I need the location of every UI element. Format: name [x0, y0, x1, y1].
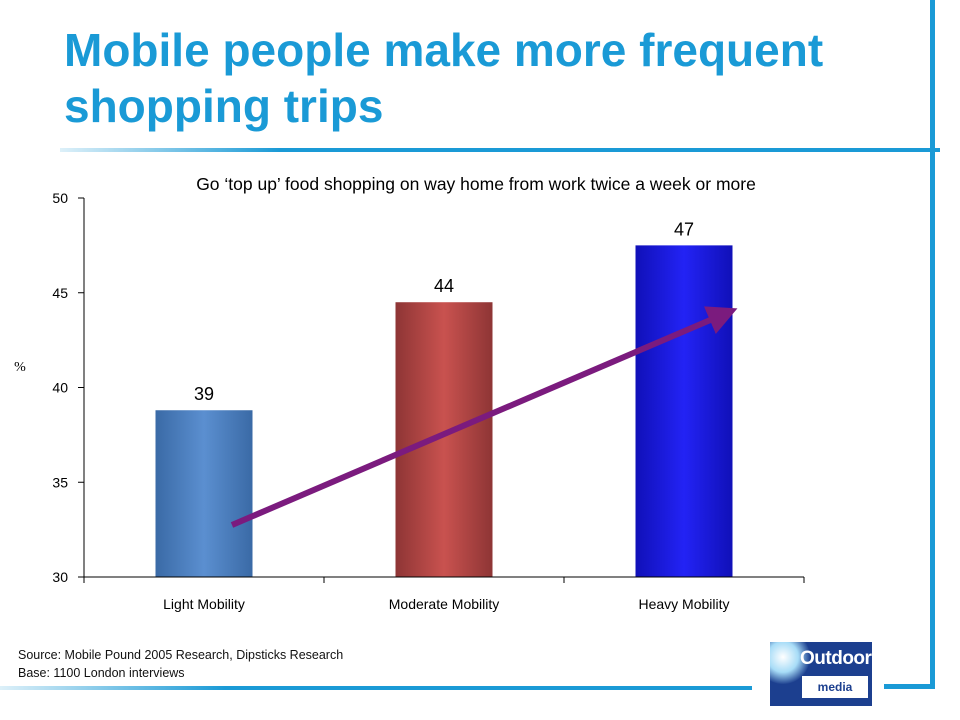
bar-heavy-mobility	[635, 245, 733, 577]
y-axis-label: %	[14, 360, 26, 375]
bottom-border-line-right	[884, 684, 935, 689]
y-tick-label: 50	[52, 190, 68, 206]
title-divider	[60, 148, 940, 152]
source-note: Source: Mobile Pound 2005 Research, Dips…	[18, 646, 343, 682]
outdoor-media-centre-logo: Outdoor media centre	[770, 642, 872, 706]
bar-light-mobility	[155, 410, 253, 577]
right-border-line	[930, 0, 935, 688]
trend-arrow	[230, 306, 738, 528]
data-label: 44	[434, 276, 454, 296]
x-category-label: Moderate Mobility	[389, 596, 500, 612]
base-line: Base: 1100 London interviews	[18, 666, 185, 680]
bottom-border-line	[0, 686, 752, 690]
source-line: Source: Mobile Pound 2005 Research, Dips…	[18, 648, 344, 662]
logo-text-outdoor: Outdoor	[800, 648, 872, 669]
bar-moderate-mobility	[395, 302, 493, 577]
chart-title: Go ‘top up’ food shopping on way home fr…	[196, 174, 756, 194]
page-title: Mobile people make more frequent shoppin…	[64, 24, 824, 132]
x-category-label: Heavy Mobility	[638, 596, 729, 612]
y-tick-label: 45	[52, 285, 68, 301]
logo-text-media-centre: media centre	[802, 676, 868, 706]
y-tick-label: 40	[52, 380, 68, 396]
data-label: 39	[194, 384, 214, 404]
y-tick-label: 30	[52, 569, 68, 585]
y-tick-label: 35	[52, 474, 68, 490]
x-category-label: Light Mobility	[163, 596, 245, 612]
data-label: 47	[674, 219, 694, 239]
